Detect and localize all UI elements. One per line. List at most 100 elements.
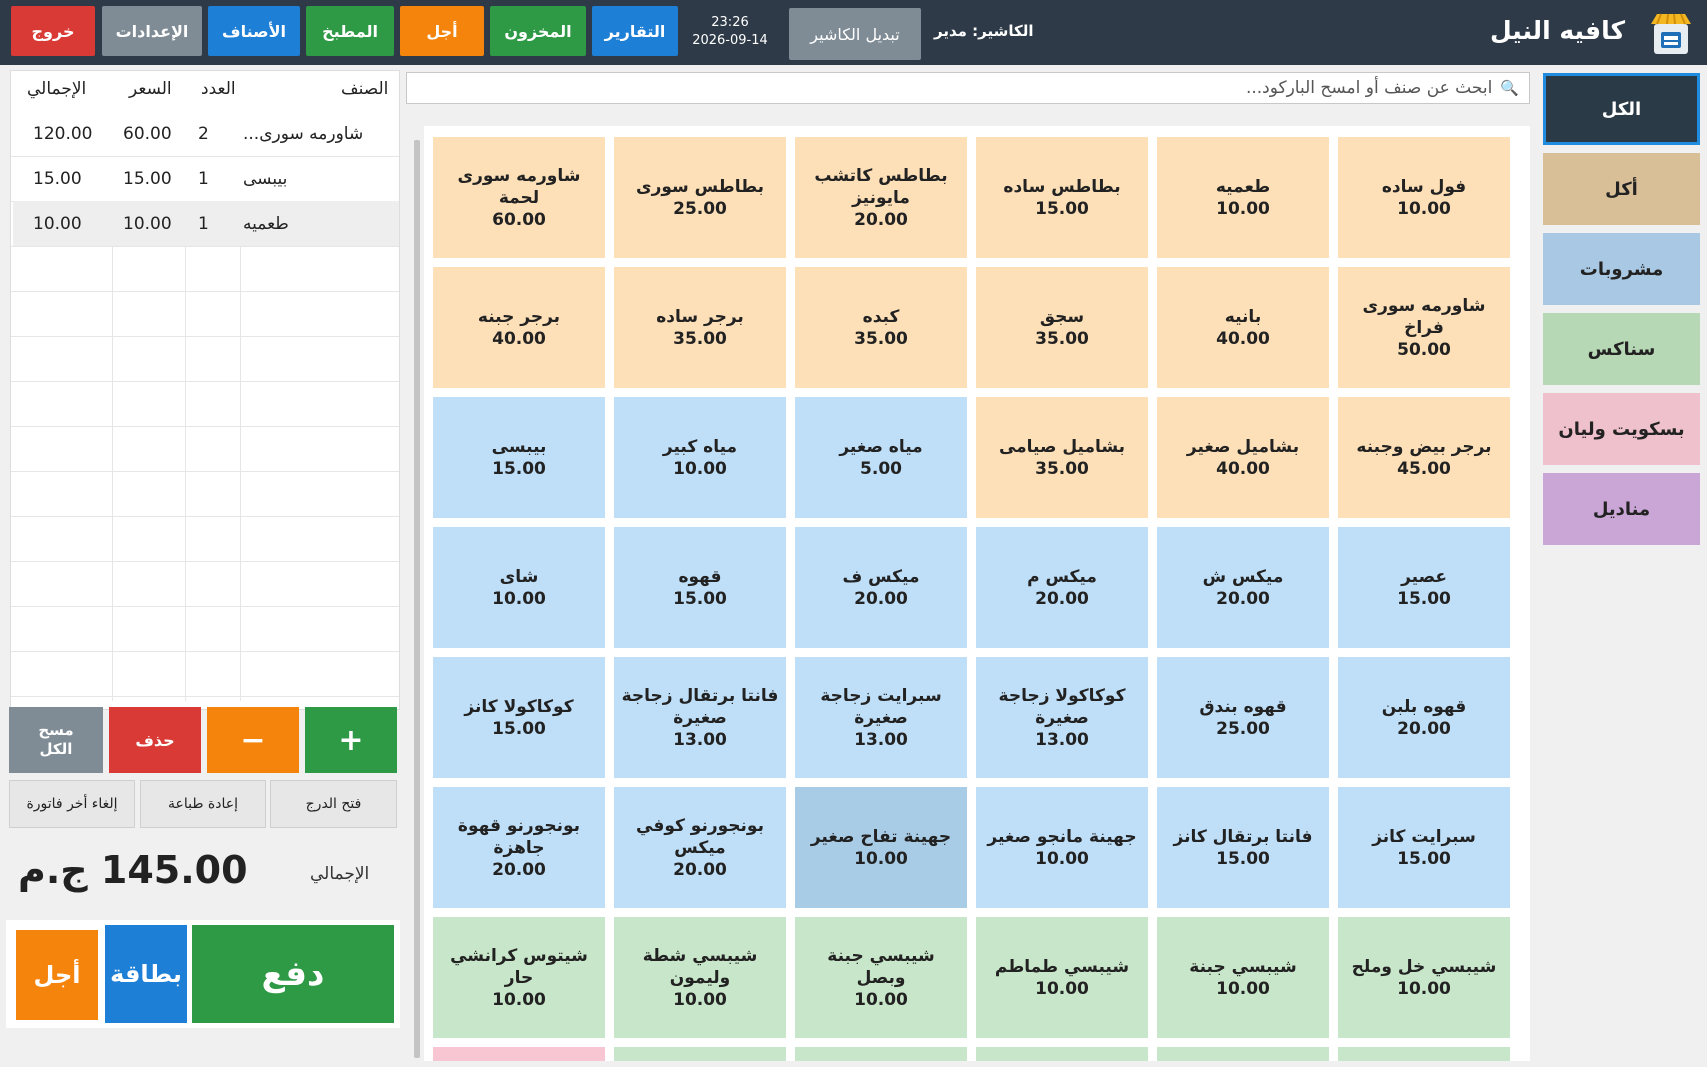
reprint-button[interactable]: إعادة طباعة [140,780,266,828]
product-tile[interactable]: برجر ساده 35.00 [614,267,786,388]
exit-button[interactable]: خروج [11,6,95,56]
category-1[interactable]: أكل [1543,153,1700,225]
switch-cashier-button[interactable]: تبديل الكاشير [789,8,921,60]
settings-button[interactable]: الإعدادات [102,6,202,56]
product-name: شيبسي جبنة [1189,956,1297,977]
product-tile[interactable]: بشاميل صغير 40.00 [1157,397,1329,518]
column-divider [112,201,113,701]
top-bar: خروج الإعدادات الأصناف المطبخ أجل المخزو… [0,0,1707,65]
minus-button[interactable]: − [207,707,299,773]
product-tile[interactable]: شيبسي جبنة وبصل 10.00 [795,917,967,1038]
product-name: قهوه بلبن [1381,696,1467,717]
product-tile[interactable]: عصير 15.00 [1338,527,1510,648]
product-tile[interactable]: كوكاكولا كانز 15.00 [433,657,605,778]
credit-button[interactable]: أجل [400,6,484,56]
product-tile[interactable]: شيبسي طماطم 10.00 [976,917,1148,1038]
product-tile-partial[interactable] [795,1047,967,1061]
product-tile[interactable]: بطاطس ساده 15.00 [976,137,1148,258]
product-tile[interactable]: شاى 10.00 [433,527,605,648]
category-2[interactable]: مشروبات [1543,233,1700,305]
product-tile[interactable]: ميكس ش 20.00 [1157,527,1329,648]
clear-all-button[interactable]: مسح الكل [9,707,103,773]
inventory-button[interactable]: المخزون [490,6,586,56]
product-tile[interactable]: كوكاكولا زجاجة صغيرة 13.00 [976,657,1148,778]
cancel-last-invoice-button[interactable]: إلغاء أخر فاتورة [9,780,135,828]
open-drawer-button[interactable]: فتح الدرج [270,780,397,828]
category-0[interactable]: الكل [1543,73,1700,145]
product-price: 20.00 [1035,588,1089,609]
product-tile[interactable]: مياه كبير 10.00 [614,397,786,518]
product-tile[interactable]: ميكس م 20.00 [976,527,1148,648]
product-name: شاى [499,566,539,587]
product-tile-partial[interactable] [614,1047,786,1061]
product-tile[interactable]: شيبسي خل وملح 10.00 [1338,917,1510,1038]
product-tile[interactable]: فول ساده 10.00 [1338,137,1510,258]
product-price: 35.00 [1035,328,1089,349]
items-button[interactable]: الأصناف [208,6,300,56]
delete-button[interactable]: حذف [109,707,201,773]
product-tile[interactable]: بيبسى 15.00 [433,397,605,518]
card-payment-button[interactable]: بطاقة [105,925,187,1023]
product-name: قهوه [678,566,722,587]
product-name: ميكس م [1027,566,1097,587]
category-5[interactable]: مناديل [1543,473,1700,545]
order-row[interactable]: 120.00 60.00 2 شاورمه سورى... [13,111,399,156]
product-tile[interactable]: شيتوس كرانشي حار 10.00 [433,917,605,1038]
product-tile[interactable]: طعميه 10.00 [1157,137,1329,258]
product-tile[interactable]: شاورمه سورى فراخ 50.00 [1338,267,1510,388]
search-icon: 🔍 [1500,79,1519,97]
product-tile[interactable]: بطاطس سورى 25.00 [614,137,786,258]
product-tile[interactable]: برجر جبنه 40.00 [433,267,605,388]
product-tile[interactable]: شيبسي شطة وليمون 10.00 [614,917,786,1038]
grid-scrollbar-thumb[interactable] [414,140,420,1058]
product-tile[interactable]: بونجورنو قهوة جاهزة 20.00 [433,787,605,908]
product-tile[interactable]: سجق 35.00 [976,267,1148,388]
pay-button[interactable]: دفع [192,925,394,1023]
product-tile[interactable]: مياه صغير 5.00 [795,397,967,518]
product-tile-partial[interactable] [433,1047,605,1061]
category-3[interactable]: سناكس [1543,313,1700,385]
product-tile[interactable]: جهينة مانجو صغير 10.00 [976,787,1148,908]
product-tile-partial[interactable] [976,1047,1148,1061]
product-tile[interactable]: بونجورنو كوفي ميكس 20.00 [614,787,786,908]
order-row[interactable]: 10.00 10.00 1 طعميه [13,201,399,246]
product-tile[interactable]: شيبسي جبنة 10.00 [1157,917,1329,1038]
product-price: 10.00 [1397,198,1451,219]
product-tile[interactable]: فانتا برتقال زجاجة صغيرة 13.00 [614,657,786,778]
reports-button[interactable]: التقارير [592,6,678,56]
product-tile[interactable]: فانتا برتقال كانز 15.00 [1157,787,1329,908]
cashier-label: الكاشير: مدير [934,22,1034,40]
product-tile[interactable]: قهوه 15.00 [614,527,786,648]
plus-button[interactable]: + [305,707,397,773]
order-cell-item: شاورمه سورى... [243,123,364,144]
product-price: 50.00 [1397,339,1451,360]
search-input[interactable]: ابحث عن صنف أو امسح الباركود... [1245,78,1493,98]
product-name: شيبسي طماطم [994,956,1130,977]
clock-time: 23:26 [711,15,749,30]
product-price: 35.00 [854,328,908,349]
category-4[interactable]: بسكويت وليان [1543,393,1700,465]
product-tile[interactable]: سبرايت كانز 15.00 [1338,787,1510,908]
product-name: بونجورنو كوفي ميكس [636,815,764,858]
product-price: 15.00 [673,588,727,609]
product-tile[interactable]: ميكس ف 20.00 [795,527,967,648]
product-tile[interactable]: بشاميل صيامى 35.00 [976,397,1148,518]
order-cell-qty: 1 [198,213,209,234]
product-tile-partial[interactable] [1338,1047,1510,1061]
credit-payment-button[interactable]: أجل [16,930,98,1020]
product-name: فول ساده [1381,176,1467,197]
order-row[interactable]: 15.00 15.00 1 بيبسى [13,156,399,201]
product-price: 10.00 [854,848,908,869]
search-bar[interactable]: 🔍 ابحث عن صنف أو امسح الباركود... [406,72,1530,104]
product-tile[interactable]: برجر بيض وجبنه 45.00 [1338,397,1510,518]
product-tile-partial[interactable] [1157,1047,1329,1061]
product-tile[interactable]: بانيه 40.00 [1157,267,1329,388]
product-tile[interactable]: بطاطس كاتشب مايونيز 20.00 [795,137,967,258]
kitchen-button[interactable]: المطبخ [306,6,394,56]
product-tile[interactable]: قهوه بلبن 20.00 [1338,657,1510,778]
product-tile[interactable]: كبده 35.00 [795,267,967,388]
product-tile[interactable]: جهينة تفاح صغير 10.00 [795,787,967,908]
product-tile[interactable]: قهوه بندق 25.00 [1157,657,1329,778]
product-tile[interactable]: سبرايت زجاجة صغيرة 13.00 [795,657,967,778]
product-tile[interactable]: شاورمه سورى لحمة 60.00 [433,137,605,258]
